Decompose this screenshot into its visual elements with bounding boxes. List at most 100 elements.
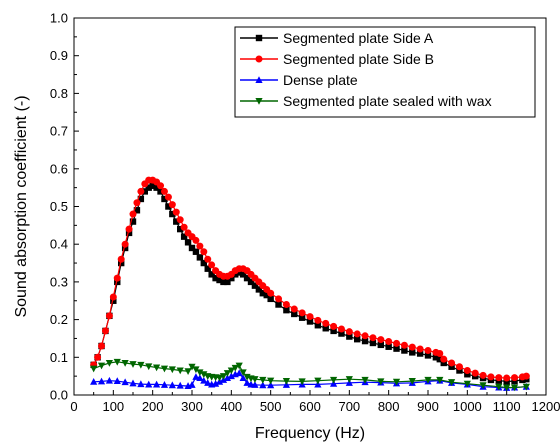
data-point <box>200 259 207 267</box>
data-point <box>259 381 267 389</box>
data-point <box>157 182 165 190</box>
y-tick-label: 0.0 <box>50 388 68 403</box>
data-point <box>180 233 188 240</box>
data-point <box>145 380 153 388</box>
data-point <box>385 343 392 350</box>
legend-box <box>234 26 536 118</box>
data-point <box>109 293 117 301</box>
data-point <box>101 327 109 335</box>
data-point <box>223 370 231 377</box>
data-point <box>227 367 235 375</box>
data-point <box>495 374 503 382</box>
data-point <box>338 330 345 337</box>
data-point <box>298 378 306 386</box>
data-point <box>369 339 377 347</box>
data-point <box>251 381 259 388</box>
data-point <box>192 366 200 374</box>
data-point <box>97 377 106 385</box>
data-point <box>227 372 235 380</box>
data-point <box>393 339 401 347</box>
data-point <box>416 350 424 357</box>
data-point <box>298 309 306 317</box>
data-point <box>282 378 290 385</box>
data-point <box>160 381 169 388</box>
data-point <box>322 319 330 327</box>
data-point <box>133 207 141 214</box>
legend-label: Segmented plate Side B <box>283 51 434 67</box>
x-tick-label: 1000 <box>453 399 482 414</box>
data-point <box>200 371 208 379</box>
data-point <box>113 358 121 366</box>
x-tick-label: 700 <box>338 399 360 414</box>
data-point <box>232 271 239 278</box>
data-point <box>184 239 192 246</box>
x-tick-label: 1200 <box>532 399 560 414</box>
data-point <box>94 353 102 361</box>
y-tick-label: 0.8 <box>50 86 68 101</box>
data-point <box>204 255 212 263</box>
data-point <box>176 367 184 375</box>
legend-item: Segmented plate Side B <box>240 51 434 67</box>
data-point <box>180 223 188 231</box>
data-point <box>361 337 369 345</box>
data-point <box>188 244 196 252</box>
data-point <box>204 265 211 272</box>
data-point <box>137 361 145 369</box>
legend-marker <box>255 55 263 63</box>
series-line <box>93 185 527 383</box>
legend-item: Segmented plate sealed with wax <box>240 93 492 109</box>
legend-label: Segmented plate sealed with wax <box>283 93 492 109</box>
data-point <box>424 376 432 384</box>
data-point <box>137 195 145 203</box>
y-tick-label: 0.7 <box>50 124 68 139</box>
x-axis-title: Frequency (Hz) <box>255 425 365 442</box>
data-point <box>228 274 235 282</box>
data-point <box>522 372 530 380</box>
data-point <box>157 188 164 195</box>
data-point <box>239 271 247 278</box>
data-point <box>510 384 519 392</box>
data-point <box>424 352 432 359</box>
x-tick-label: 900 <box>417 399 439 414</box>
data-point <box>192 236 200 244</box>
data-point <box>98 342 106 350</box>
data-point <box>424 347 432 355</box>
data-point <box>346 333 353 340</box>
data-point <box>511 374 519 382</box>
data-point <box>259 290 266 297</box>
y-tick-label: 0.2 <box>50 312 68 327</box>
data-point <box>330 327 337 335</box>
data-point <box>90 365 98 373</box>
data-point <box>113 274 121 282</box>
data-point <box>236 269 243 276</box>
data-point <box>408 378 416 385</box>
data-point <box>400 341 408 349</box>
data-point <box>192 248 200 255</box>
data-point <box>200 248 208 256</box>
x-tick-label: 800 <box>378 399 400 414</box>
legend-item: Segmented plate Side A <box>240 30 434 46</box>
legend-label: Segmented plate Side A <box>283 30 434 46</box>
data-point <box>105 312 113 320</box>
data-point <box>455 363 463 371</box>
data-point <box>164 193 172 201</box>
data-point <box>377 341 384 349</box>
data-point <box>208 271 215 278</box>
x-tick-label: 0 <box>70 399 77 414</box>
data-point <box>337 325 345 333</box>
data-point <box>392 378 401 386</box>
data-point <box>121 244 129 252</box>
data-point <box>495 383 503 391</box>
data-point <box>306 318 314 325</box>
data-point <box>251 376 259 383</box>
data-point <box>243 379 251 386</box>
legend-marker <box>255 98 263 105</box>
y-tick-label: 0.4 <box>50 237 68 252</box>
data-point <box>113 377 121 385</box>
data-point <box>448 379 456 386</box>
data-point <box>121 240 129 248</box>
data-point <box>393 345 400 352</box>
data-point <box>219 373 228 380</box>
data-point <box>200 376 208 384</box>
series-layer <box>90 176 530 392</box>
